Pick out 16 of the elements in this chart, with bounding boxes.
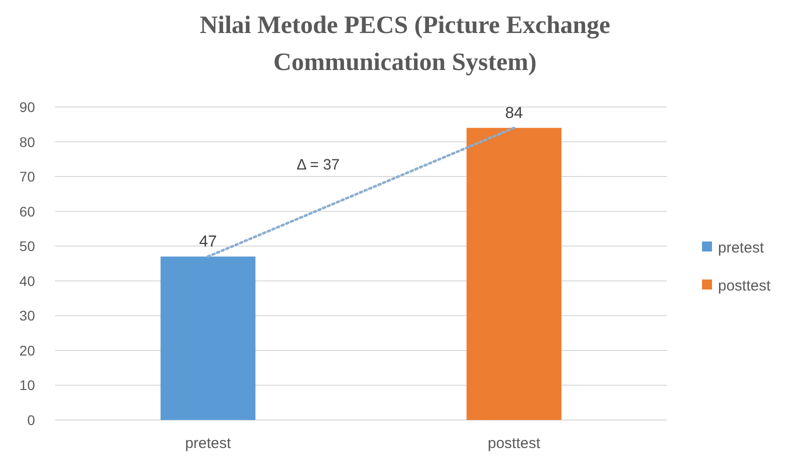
y-tick-label: 20 <box>19 342 36 358</box>
data-label: 47 <box>199 234 217 251</box>
legend-label: posttest <box>718 278 772 294</box>
y-tick-label: 80 <box>19 134 36 150</box>
y-tick-label: 10 <box>19 377 36 394</box>
chart-title: Nilai Metode PECS (Picture Exchange Communication System) <box>200 12 610 76</box>
data-label: 84 <box>505 104 523 122</box>
annotation: Δ = 37 <box>296 156 340 174</box>
y-tick-label: 50 <box>19 238 36 254</box>
y-tick-label: 40 <box>19 272 36 289</box>
y-tick-label: 90 <box>19 99 36 115</box>
y-tick-label: 60 <box>19 203 36 220</box>
legend-label: pretest <box>718 240 765 256</box>
y-tick-label: 0 <box>27 412 36 428</box>
y-tick-label: 70 <box>19 168 36 185</box>
y-tick-label: 30 <box>19 308 36 324</box>
